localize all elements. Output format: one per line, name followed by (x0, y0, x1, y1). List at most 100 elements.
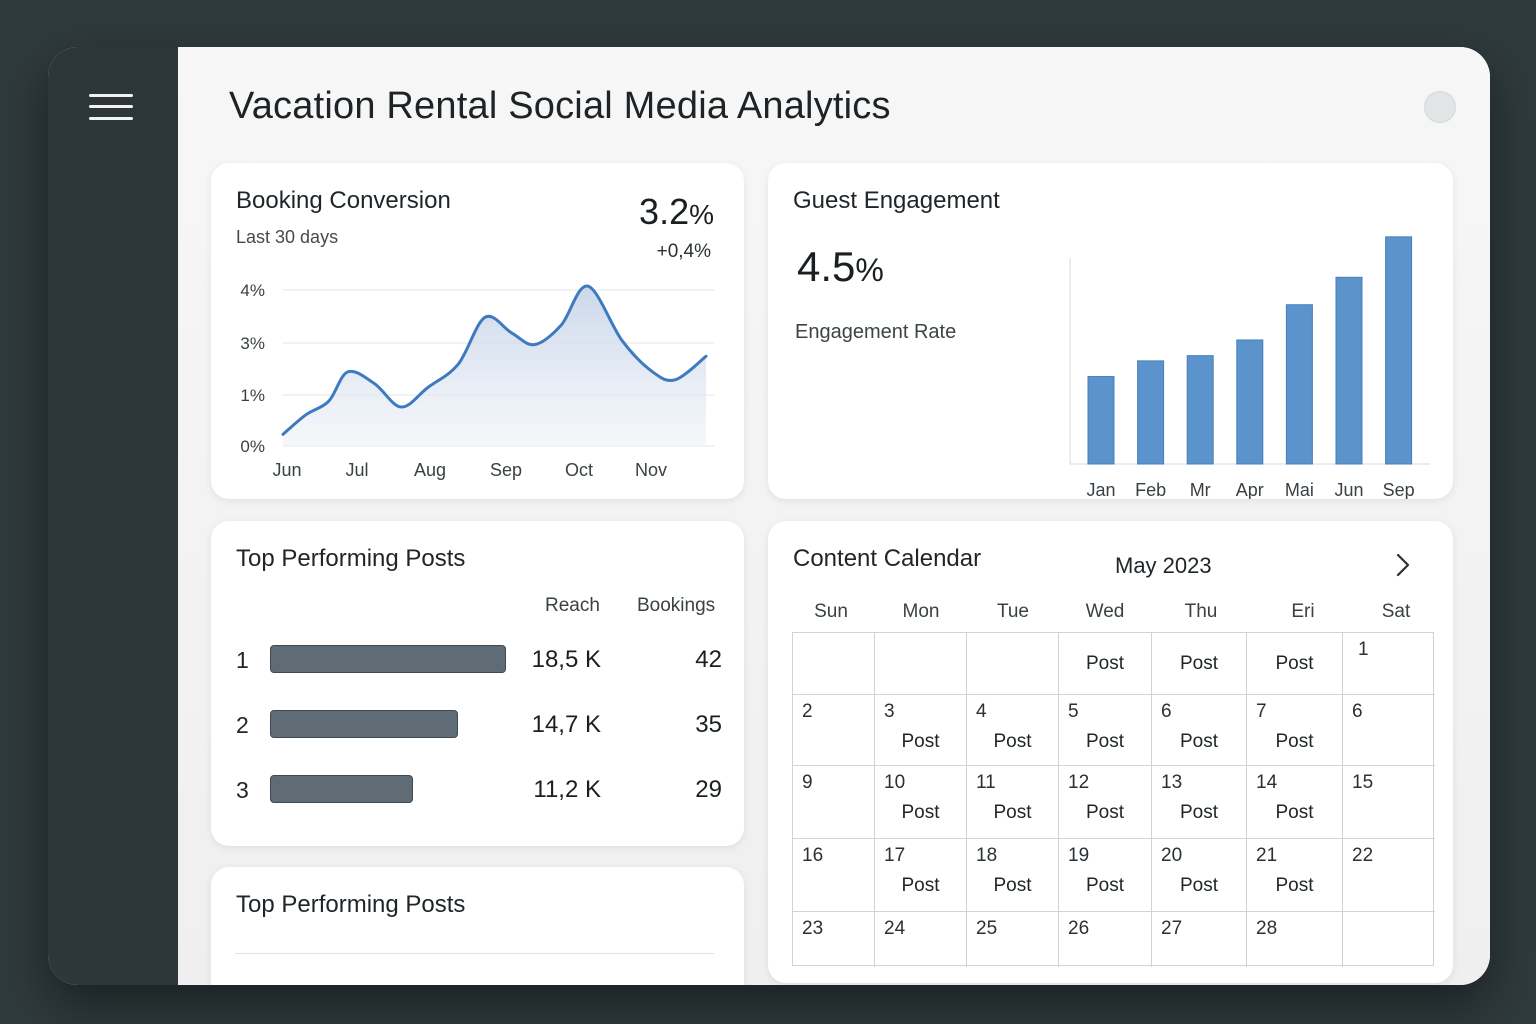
engagement-label: Engagement Rate (795, 321, 957, 343)
calendar-day-cell[interactable]: 5 Post (1059, 695, 1152, 766)
y-tick-label: 1% (240, 386, 265, 405)
calendar-day-cell[interactable]: 4 Post (967, 695, 1059, 766)
post-row[interactable]: 2 14,7 K 35 (211, 706, 744, 746)
card-title: Top Performing Posts (236, 891, 466, 918)
calendar-day-cell[interactable]: 2 (793, 695, 875, 766)
calendar-day-cell[interactable]: 16 (793, 839, 875, 912)
engagement-unit: % (855, 252, 884, 288)
day-number: 5 (1068, 701, 1079, 722)
calendar-day-cell[interactable]: 10 Post (875, 766, 967, 839)
scheduled-post-label[interactable]: Post (901, 802, 940, 823)
day-number: 24 (884, 918, 906, 939)
calendar-day-cell[interactable]: 6 (1343, 695, 1435, 766)
calendar-day-cell[interactable]: Post (1152, 633, 1247, 695)
calendar-day-cell[interactable]: 1 (1343, 633, 1435, 695)
calendar-day-cell[interactable]: 12 Post (1059, 766, 1152, 839)
series-line (281, 284, 708, 436)
calendar-day-cell[interactable]: 13 Post (1152, 766, 1247, 839)
calendar-day-cell[interactable]: 7 Post (1247, 695, 1343, 766)
scheduled-post-label[interactable]: Post (1275, 731, 1314, 752)
x-tick-label: Mai (1285, 480, 1314, 499)
day-number: 11 (976, 772, 996, 793)
day-number: 26 (1068, 918, 1090, 939)
calendar-day-cell[interactable]: 23 (793, 912, 875, 967)
calendar-day-cell[interactable]: 22 (1343, 839, 1435, 912)
calendar-month: May 2023 (1115, 553, 1212, 578)
calendar-day-cell[interactable]: 24 (875, 912, 967, 967)
post-rank: 3 (236, 777, 249, 803)
scheduled-post-label[interactable]: Post (901, 875, 940, 896)
day-number: 14 (1256, 772, 1278, 793)
scheduled-post-label[interactable]: Post (993, 875, 1032, 896)
scheduled-post-label[interactable]: Post (993, 802, 1032, 823)
post-reach-bar (270, 645, 506, 673)
scheduled-post-label[interactable]: Post (1275, 653, 1314, 674)
page-title: Vacation Rental Social Media Analytics (229, 85, 891, 127)
calendar-day-cell[interactable]: Post (1247, 633, 1343, 695)
menu-line (89, 94, 133, 97)
scheduled-post-label[interactable]: Post (1085, 802, 1125, 823)
calendar-day-cell[interactable] (1343, 912, 1435, 967)
day-number: 19 (1068, 845, 1090, 866)
day-number: 23 (802, 918, 824, 939)
calendar-day-cell[interactable]: 6 Post (1152, 695, 1247, 766)
card-title: Top Performing Posts (236, 545, 466, 572)
day-number: 20 (1161, 845, 1183, 866)
calendar-day-cell[interactable]: 11 Post (967, 766, 1059, 839)
reach-column-header: Reach (545, 595, 600, 616)
booking-conversion-card: Booking Conversion Last 30 days 3.2% +0,… (211, 163, 744, 499)
x-tick-label: Jun (1334, 480, 1363, 499)
post-row[interactable]: 3 11,2 K 29 (211, 771, 744, 811)
calendar-day-cell[interactable]: 18 Post (967, 839, 1059, 912)
scheduled-post-label[interactable]: Post (1179, 653, 1219, 674)
calendar-day-cell[interactable]: 20 Post (1152, 839, 1247, 912)
calendar-day-cell[interactable] (793, 633, 875, 695)
scheduled-post-label[interactable]: Post (1179, 875, 1219, 896)
bar (1236, 339, 1264, 465)
scheduled-post-label[interactable]: Post (901, 731, 940, 752)
scheduled-post-label[interactable]: Post (1179, 802, 1219, 823)
calendar-day-cell[interactable]: 27 (1152, 912, 1247, 967)
hamburger-menu-icon[interactable] (89, 92, 133, 126)
calendar-day-cell[interactable]: 28 (1247, 912, 1343, 967)
day-number: 6 (1352, 701, 1363, 722)
y-tick-label: 0% (240, 437, 265, 456)
chevron-right-icon[interactable] (1393, 551, 1413, 579)
scheduled-post-label[interactable]: Post (1275, 802, 1314, 823)
calendar-day-cell[interactable]: 17 Post (875, 839, 967, 912)
engagement-number: 4.5 (797, 243, 856, 290)
scheduled-post-label[interactable]: Post (993, 731, 1032, 752)
bar (1285, 304, 1313, 465)
calendar-day-cell[interactable]: 25 (967, 912, 1059, 967)
calendar-day-cell[interactable]: 21 Post (1247, 839, 1343, 912)
engagement-bar-chart: Jan Feb Mr Apr Mai Jun Sep (1069, 236, 1430, 499)
calendar-day-cell[interactable]: 26 (1059, 912, 1152, 967)
calendar-day-cell[interactable]: 14 Post (1247, 766, 1343, 839)
scheduled-post-label[interactable]: Post (1085, 653, 1125, 674)
calendar-day-cell[interactable]: 9 (793, 766, 875, 839)
day-number: 10 (884, 772, 906, 793)
day-number: 25 (976, 918, 998, 939)
calendar-day-cell[interactable]: Post (1059, 633, 1152, 695)
conversion-area-chart: 4% 3% 1% 0% Jun Jul Aug Sep Oct Nov (240, 281, 714, 480)
scheduled-post-label[interactable]: Post (1085, 875, 1125, 896)
scheduled-post-label[interactable]: Post (1179, 731, 1219, 752)
calendar-day-cell[interactable]: 19 Post (1059, 839, 1152, 912)
post-row[interactable]: 1 18,5 K 42 (211, 641, 744, 681)
scheduled-post-label[interactable]: Post (1085, 731, 1125, 752)
day-number: 28 (1256, 918, 1278, 939)
divider (235, 953, 714, 954)
calendar-day-cell[interactable]: 15 (1343, 766, 1435, 839)
x-tick-label: Jan (1086, 480, 1115, 499)
day-number: 1 (1358, 639, 1369, 660)
day-of-week-label: Wed (1085, 601, 1125, 622)
day-of-week-label: Eri (1291, 601, 1315, 622)
scheduled-post-label[interactable]: Post (1275, 875, 1314, 896)
calendar-day-cell[interactable]: 3 Post (875, 695, 967, 766)
engagement-value: 4.5% (797, 243, 884, 291)
calendar-day-cell[interactable] (967, 633, 1059, 695)
calendar-day-cell[interactable] (875, 633, 967, 695)
conversion-unit: % (689, 199, 714, 230)
avatar[interactable] (1424, 91, 1456, 123)
x-tick-label: Feb (1135, 480, 1166, 499)
